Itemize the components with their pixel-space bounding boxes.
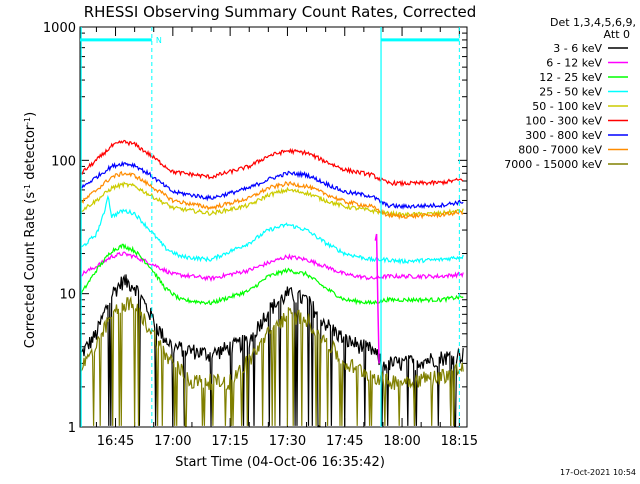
legend-entry-label: 12 - 25 keV (539, 71, 602, 84)
series-line (80, 181, 464, 219)
series-line (80, 274, 464, 427)
series-line (80, 160, 464, 210)
series-line (80, 243, 464, 306)
legend-entry-label: 300 - 800 keV (525, 129, 602, 142)
y-axis-label-sup2: -1 (23, 117, 32, 125)
y-axis-label-sup1: -1 (23, 184, 32, 192)
legend-entry-label: 25 - 50 keV (539, 86, 602, 99)
y-axis-label-end: ) (23, 112, 38, 117)
x-tick-label: 17:45 (326, 434, 363, 449)
y-tick-label: 1000 (43, 21, 76, 36)
x-tick-label: 17:30 (269, 434, 306, 449)
spike-line (374, 233, 380, 364)
legend-header-line-1: Det 1,3,4,5,6,9, (550, 16, 636, 29)
chart-title: RHESSI Observing Summary Count Rates, Co… (84, 3, 477, 21)
plot-layer: 1 10 100 1000 16:45 17:00 17:15 17:30 17:45 18:00… (43, 21, 478, 449)
x-tick-label: 18:15 (441, 434, 478, 449)
legend-header-line-2: Att 0 (604, 28, 630, 41)
x-axis-label: Start Time (04-Oct-06 16:35:42) (175, 455, 385, 470)
y-axis-label: Corrected Count Rate (s-1 detector-1) (23, 112, 39, 348)
legend: Det 1,3,4,5,6,9, Att 0 3 - 6 keV 6 - 12 k… (504, 16, 636, 171)
series-line (80, 170, 464, 221)
y-axis-label-mid: detector (23, 124, 38, 184)
x-tick-label: 16:45 (97, 434, 134, 449)
series-line (80, 139, 464, 187)
y-tick-label: 10 (59, 288, 76, 303)
footer-timestamp: 17-Oct-2021 10:54 (560, 468, 636, 477)
y-tick-label: 100 (51, 154, 76, 169)
flag-marker-label: N (156, 36, 162, 45)
series-line (80, 251, 464, 283)
legend-entry-label: 50 - 100 keV (532, 100, 602, 113)
legend-entry-label: 6 - 12 keV (546, 57, 602, 70)
legend-entry-label: 7000 - 15000 keV (504, 158, 602, 171)
x-tick-label: 17:15 (211, 434, 248, 449)
series-line (80, 295, 464, 427)
plot-frame (79, 26, 468, 428)
y-axis-label-main: Corrected Count Rate (s (23, 192, 38, 349)
x-tick-label: 17:00 (154, 434, 191, 449)
legend-entry-label: 100 - 300 keV (525, 115, 602, 128)
series-line (80, 194, 464, 265)
legend-entry-label: 3 - 6 keV (553, 42, 602, 55)
y-tick-label: 1 (68, 421, 76, 436)
x-tick-label: 18:00 (383, 434, 420, 449)
legend-entry-label: 800 - 7000 keV (518, 144, 602, 157)
